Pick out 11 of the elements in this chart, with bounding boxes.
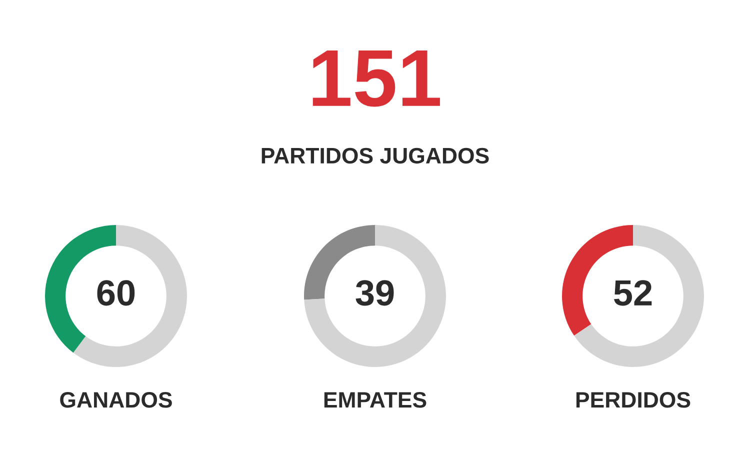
text: PARTIDOS JUGADOS (262, 148, 489, 164)
data-label: 60 (97, 280, 135, 306)
donut-slice (574, 225, 704, 367)
text: EMPATES (324, 392, 426, 408)
donut-slice (304, 225, 446, 367)
text: PERDIDOS (576, 392, 690, 408)
data-label: 39 (356, 280, 394, 306)
donut-slice (73, 225, 187, 367)
text: GANADOS (60, 392, 172, 408)
text: 151 (312, 50, 440, 107)
data-label: 52 (614, 280, 652, 306)
